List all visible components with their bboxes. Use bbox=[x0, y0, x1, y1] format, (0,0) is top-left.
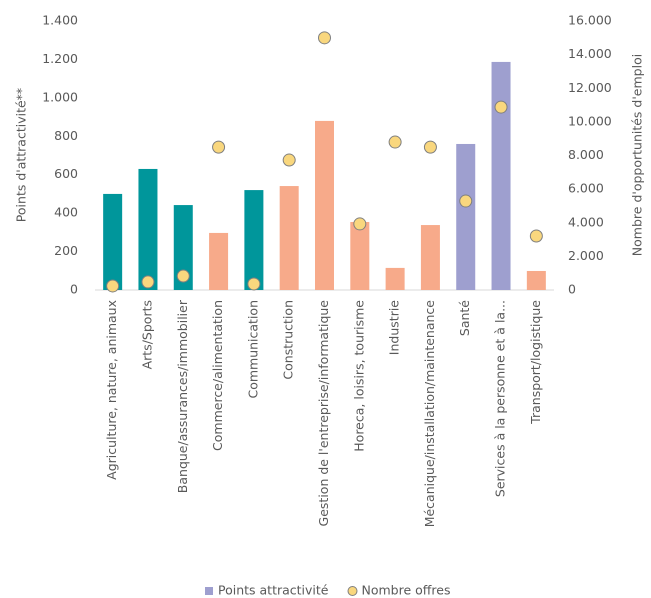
y-axis-title: Points d'attractivité** bbox=[14, 88, 29, 222]
bar bbox=[420, 225, 440, 290]
yticks-label: 800 bbox=[54, 128, 78, 143]
yticks-label: 200 bbox=[54, 243, 78, 258]
yticks-label: 1.200 bbox=[42, 51, 78, 66]
point bbox=[318, 31, 331, 45]
bar bbox=[138, 168, 158, 290]
x-tick-label: Gestion de l'entreprise/informatique bbox=[316, 300, 331, 527]
y2ticks-label: 16.000 bbox=[568, 13, 612, 28]
x-tick-label: Agriculture, nature, animaux bbox=[104, 300, 119, 480]
point bbox=[176, 269, 190, 283]
y2ticks-label: 4.000 bbox=[568, 214, 604, 229]
y2ticks-label: 12.000 bbox=[568, 80, 612, 95]
bar bbox=[491, 61, 511, 291]
point bbox=[106, 279, 120, 293]
point bbox=[494, 100, 508, 114]
bar bbox=[244, 190, 264, 290]
point bbox=[212, 140, 226, 154]
y2ticks-label: 0 bbox=[568, 282, 576, 297]
point bbox=[388, 135, 402, 149]
yticks-label: 0 bbox=[70, 282, 78, 297]
x-tick-label: Horeca, loisirs, tourisme bbox=[351, 300, 366, 452]
yticks-label: 600 bbox=[54, 166, 78, 181]
bar bbox=[456, 143, 476, 290]
yticks-label: 1.000 bbox=[42, 89, 78, 104]
bar bbox=[315, 120, 334, 291]
x-tick-label: Transport/logistique bbox=[528, 300, 543, 425]
x-tick-label: Industrie bbox=[387, 300, 402, 355]
x-tick-label: Commerce/alimentation bbox=[210, 300, 225, 451]
legend-label: Nombre offres bbox=[362, 583, 451, 598]
bar bbox=[209, 232, 229, 290]
bar bbox=[350, 221, 370, 290]
legend-swatch bbox=[347, 586, 358, 596]
point bbox=[459, 194, 473, 208]
legend-swatch bbox=[205, 587, 213, 595]
y2ticks-label: 6.000 bbox=[568, 181, 604, 196]
point bbox=[353, 217, 367, 231]
x-tick-label: Construction bbox=[281, 300, 296, 380]
bar bbox=[103, 193, 123, 290]
bar bbox=[279, 186, 299, 290]
x-tick-label: Communication bbox=[245, 300, 260, 399]
yticks-label: 1.400 bbox=[42, 13, 78, 28]
y2ticks-label: 14.000 bbox=[568, 46, 612, 61]
x-tick-label: Mécanique/installation/maintenance bbox=[422, 300, 437, 528]
x-tick-label: Banque/assurances/immobilier bbox=[175, 299, 190, 493]
point bbox=[423, 140, 437, 154]
bar bbox=[526, 270, 546, 290]
bar bbox=[173, 205, 193, 290]
point bbox=[529, 229, 543, 243]
x-tick-label: Arts/Sports bbox=[139, 300, 154, 369]
x-tick-label: Santé bbox=[457, 300, 472, 336]
y2ticks-label: 8.000 bbox=[568, 147, 604, 162]
y2ticks-label: 10.000 bbox=[568, 113, 612, 128]
point bbox=[247, 277, 261, 291]
x-tick-label: Services à la personne et à la... bbox=[493, 300, 508, 497]
point bbox=[141, 275, 155, 289]
legend-label: Points attractivité bbox=[218, 583, 329, 598]
y2ticks-label: 2.000 bbox=[568, 248, 604, 263]
bar bbox=[385, 267, 405, 290]
point bbox=[282, 153, 296, 167]
y2-axis-title: Nombre d'opportunités d'emploi bbox=[630, 54, 645, 256]
yticks-label: 400 bbox=[54, 205, 78, 220]
